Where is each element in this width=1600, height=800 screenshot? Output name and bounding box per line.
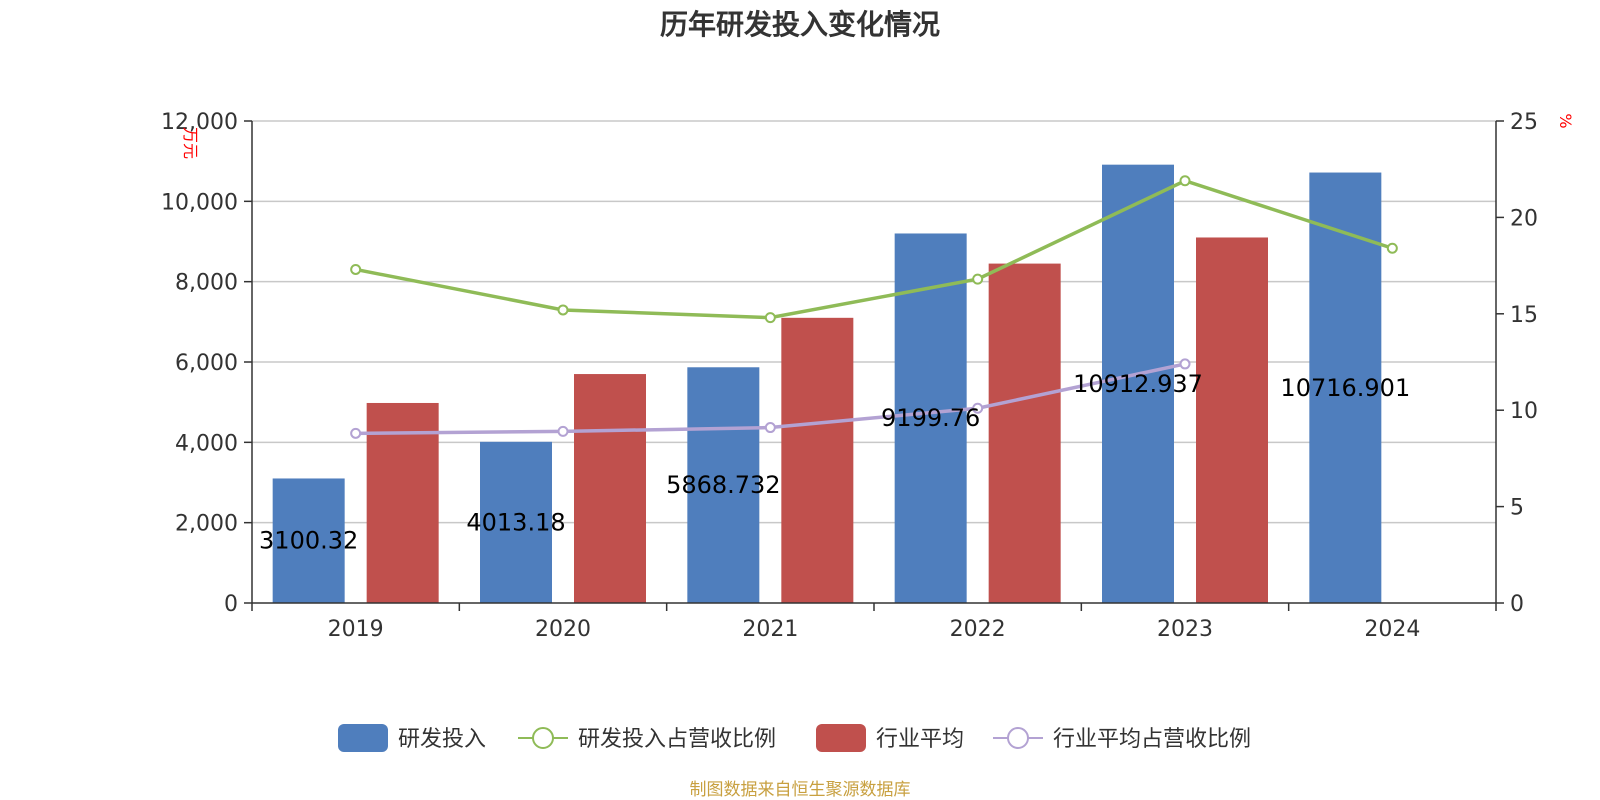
bars bbox=[272, 164, 1382, 603]
bar bbox=[366, 402, 439, 603]
line-point bbox=[972, 402, 984, 414]
x-tick-label: 2021 bbox=[742, 617, 798, 642]
lines bbox=[350, 175, 1398, 439]
x-tick-label: 2022 bbox=[950, 617, 1006, 642]
left-tick-label: 10,000 bbox=[161, 190, 238, 215]
legend-label: 研发投入占营收比例 bbox=[578, 727, 776, 752]
bar bbox=[894, 233, 967, 603]
legend-swatch bbox=[816, 724, 866, 752]
bar bbox=[574, 374, 646, 603]
right-tick-label: 5 bbox=[1510, 496, 1524, 521]
left-axis-unit: 万元 bbox=[181, 127, 200, 159]
legend-marker bbox=[1007, 727, 1029, 749]
axes: 0 2,000 4,000 6,000 8,000 10,000 12,000 0 5 10 15 2… bbox=[161, 110, 1538, 642]
legend-item: 研发投入占营收比例 bbox=[518, 727, 776, 752]
legend-label: 行业平均占营收比例 bbox=[1053, 727, 1251, 752]
x-tick-label: 2020 bbox=[535, 617, 591, 642]
right-tick-label: 20 bbox=[1510, 206, 1538, 231]
data-label: 3100.32 bbox=[259, 527, 358, 555]
legend-item: 行业平均 bbox=[816, 724, 964, 752]
line-point bbox=[557, 425, 569, 437]
bar bbox=[1309, 172, 1382, 603]
legend-item: 研发投入 bbox=[338, 724, 486, 752]
data-labels: 3100.32 4013.18 5868.732 9199.76 10912.937 10… bbox=[259, 370, 1410, 555]
legend-item: 行业平均占营收比例 bbox=[993, 727, 1251, 752]
legend-marker bbox=[532, 727, 554, 749]
data-label: 10716.901 bbox=[1280, 374, 1410, 402]
data-label: 4013.18 bbox=[466, 508, 565, 536]
x-tick-label: 2023 bbox=[1157, 617, 1213, 642]
line-point bbox=[764, 422, 776, 434]
left-tick-label: 8,000 bbox=[175, 271, 238, 296]
bar bbox=[687, 367, 760, 603]
bar bbox=[988, 263, 1061, 603]
left-tick-label: 0 bbox=[224, 592, 238, 617]
source-note: 制图数据来自恒生聚源数据库 bbox=[690, 780, 911, 800]
line-point bbox=[350, 427, 362, 439]
grid-lines bbox=[252, 120, 1496, 524]
bar bbox=[272, 478, 345, 603]
left-tick-label: 4,000 bbox=[175, 431, 238, 456]
right-tick-label: 0 bbox=[1510, 592, 1524, 617]
right-tick-label: 15 bbox=[1510, 303, 1538, 328]
line-point bbox=[972, 273, 984, 285]
data-label: 5868.732 bbox=[666, 471, 781, 499]
right-tick-label: 25 bbox=[1510, 110, 1538, 135]
bar bbox=[1102, 164, 1174, 603]
x-tick-label: 2024 bbox=[1364, 617, 1420, 642]
data-label: 9199.76 bbox=[881, 404, 980, 432]
bar bbox=[781, 317, 854, 603]
series-line bbox=[355, 178, 1393, 320]
line-point bbox=[1179, 175, 1191, 187]
right-axis-unit: % bbox=[1556, 113, 1575, 128]
line-point bbox=[1179, 358, 1191, 370]
line-point bbox=[1386, 242, 1398, 254]
chart-title: 历年研发投入变化情况 bbox=[660, 8, 940, 41]
x-tick-label: 2019 bbox=[328, 617, 384, 642]
legend: 研发投入 研发投入占营收比例 行业平均 行业平均占营收比例 bbox=[338, 724, 1251, 752]
bar bbox=[1196, 237, 1268, 603]
data-label: 10912.937 bbox=[1073, 370, 1203, 398]
line-point bbox=[350, 263, 362, 275]
left-tick-label: 2,000 bbox=[175, 512, 238, 537]
left-tick-label: 6,000 bbox=[175, 351, 238, 376]
right-tick-label: 10 bbox=[1510, 399, 1538, 424]
bar bbox=[480, 441, 552, 603]
legend-label: 行业平均 bbox=[876, 727, 964, 752]
legend-label: 研发投入 bbox=[398, 727, 486, 752]
legend-swatch bbox=[338, 724, 388, 752]
left-tick-label: 12,000 bbox=[161, 110, 238, 135]
line-point bbox=[557, 304, 569, 316]
line-point bbox=[764, 312, 776, 324]
